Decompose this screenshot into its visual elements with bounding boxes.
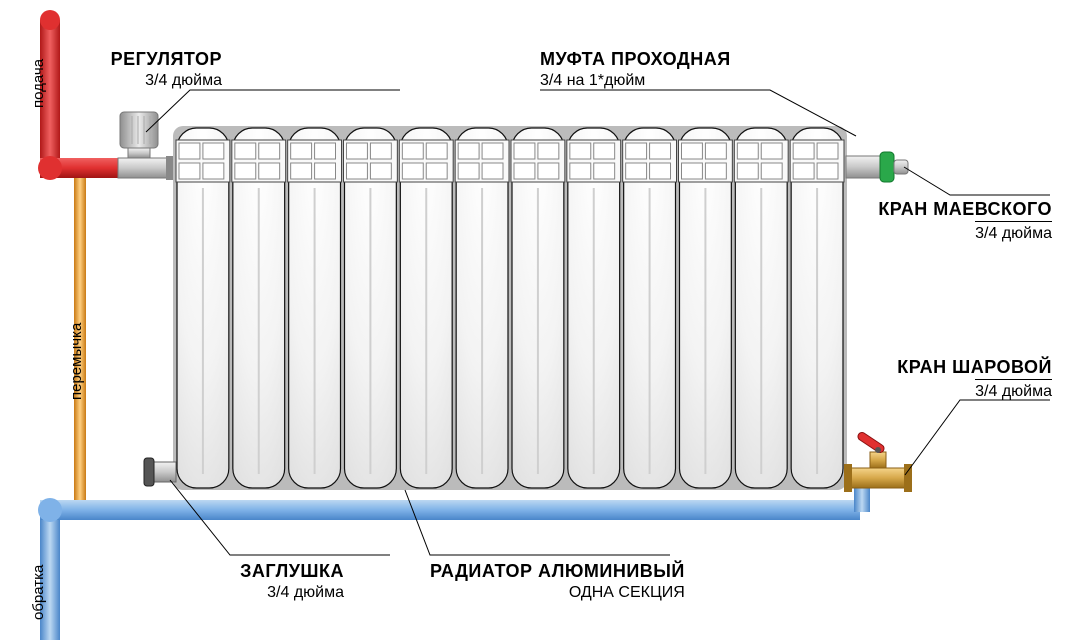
return-pipe [38,478,870,640]
diagram-svg [0,0,1070,640]
plug-label: ЗАГЛУШКА 3/4 дюйма [240,560,344,603]
regulator-valve [118,112,176,180]
ballvalve-label: КРАН ШАРОВОЙ 3/4 дюйма [897,356,1052,402]
coupling-label: МУФТА ПРОХОДНАЯ 3/4 на 1*дюйм [540,48,731,91]
supply-pipe [38,10,120,180]
return-label: обратка [30,565,47,620]
radiator-label: РАДИАТОР АЛЮМИНИВЫЙ ОДНА СЕКЦИЯ [430,560,685,603]
ball-valve [844,432,912,492]
jumper-label: перемычка [68,323,85,400]
maevsky-label: КРАН МАЕВСКОГО 3/4 дюйма [878,198,1052,244]
supply-label: подача [30,59,47,108]
maevsky-valve [846,152,908,182]
radiator [173,126,847,490]
regulator-label: РЕГУЛЯТОР 3/4 дюйма [111,48,222,91]
